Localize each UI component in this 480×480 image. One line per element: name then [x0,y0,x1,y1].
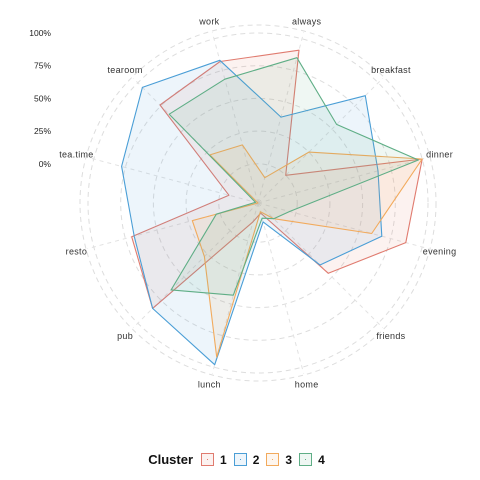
spoke [87,156,259,204]
legend-title: Cluster [148,452,194,467]
spoke [257,77,384,204]
series-polygon-cluster-4 [168,57,419,296]
series-polygons [121,49,423,366]
series-polygon-cluster-2 [121,59,383,366]
axis-label-evening: evening [423,247,457,257]
axis-label-breakfast: breakfast [371,65,411,75]
legend-items: 1 2 3 4 [201,453,332,467]
legend-item-cluster-3: 3 [266,453,292,467]
spoke [257,156,429,204]
axis-label-dinner: dinner [426,149,453,159]
spoke [87,202,259,250]
spoke [257,202,305,374]
grid-ring [185,130,331,276]
grid-ring [120,65,396,341]
legend-swatch [201,453,215,466]
grid-ring [218,163,298,243]
axis-label-pub: pub [117,331,133,341]
axis-label-resto: resto [66,247,88,257]
legend-label: 1 [220,452,227,467]
tick-label: 50% [34,93,51,103]
radar-grid [79,24,437,382]
spoke [257,202,384,329]
axis-label-always: always [292,16,322,26]
legend-label: 3 [285,452,293,467]
legend-item-cluster-1: 1 [201,453,227,467]
tick-label: 0% [39,159,52,169]
tick-label: 25% [34,126,51,136]
axis-label-home: home [295,380,319,390]
legend: Cluster 1 2 3 4 [0,452,480,467]
grid-ring [87,32,429,374]
legend-label: 4 [318,452,325,467]
axis-label-work: work [198,16,219,26]
tick-label: 100% [29,28,51,38]
category-labels: always breakfast dinner evening friends home l… [59,16,456,389]
tick-label: 75% [34,61,51,71]
grid-ring-outer [79,24,437,382]
legend-swatch [233,453,247,466]
spoke [257,202,429,250]
radial-tick-labels: 0% 25% 50% 75% 100% [29,28,51,169]
axis-label-lunch: lunch [198,380,221,390]
series-polygon-cluster-3 [191,144,423,358]
spoke [257,32,305,204]
legend-item-cluster-4: 4 [299,453,325,467]
axis-label-tearoom: tearoom [108,65,143,75]
axis-label-friends: friends [376,331,405,341]
legend-swatch [266,453,280,466]
legend-label: 2 [252,452,260,467]
grid-ring [152,97,364,309]
axis-label-tea-time: tea.time [59,149,93,159]
legend-swatch [299,453,313,466]
legend-item-cluster-2: 2 [233,452,260,467]
